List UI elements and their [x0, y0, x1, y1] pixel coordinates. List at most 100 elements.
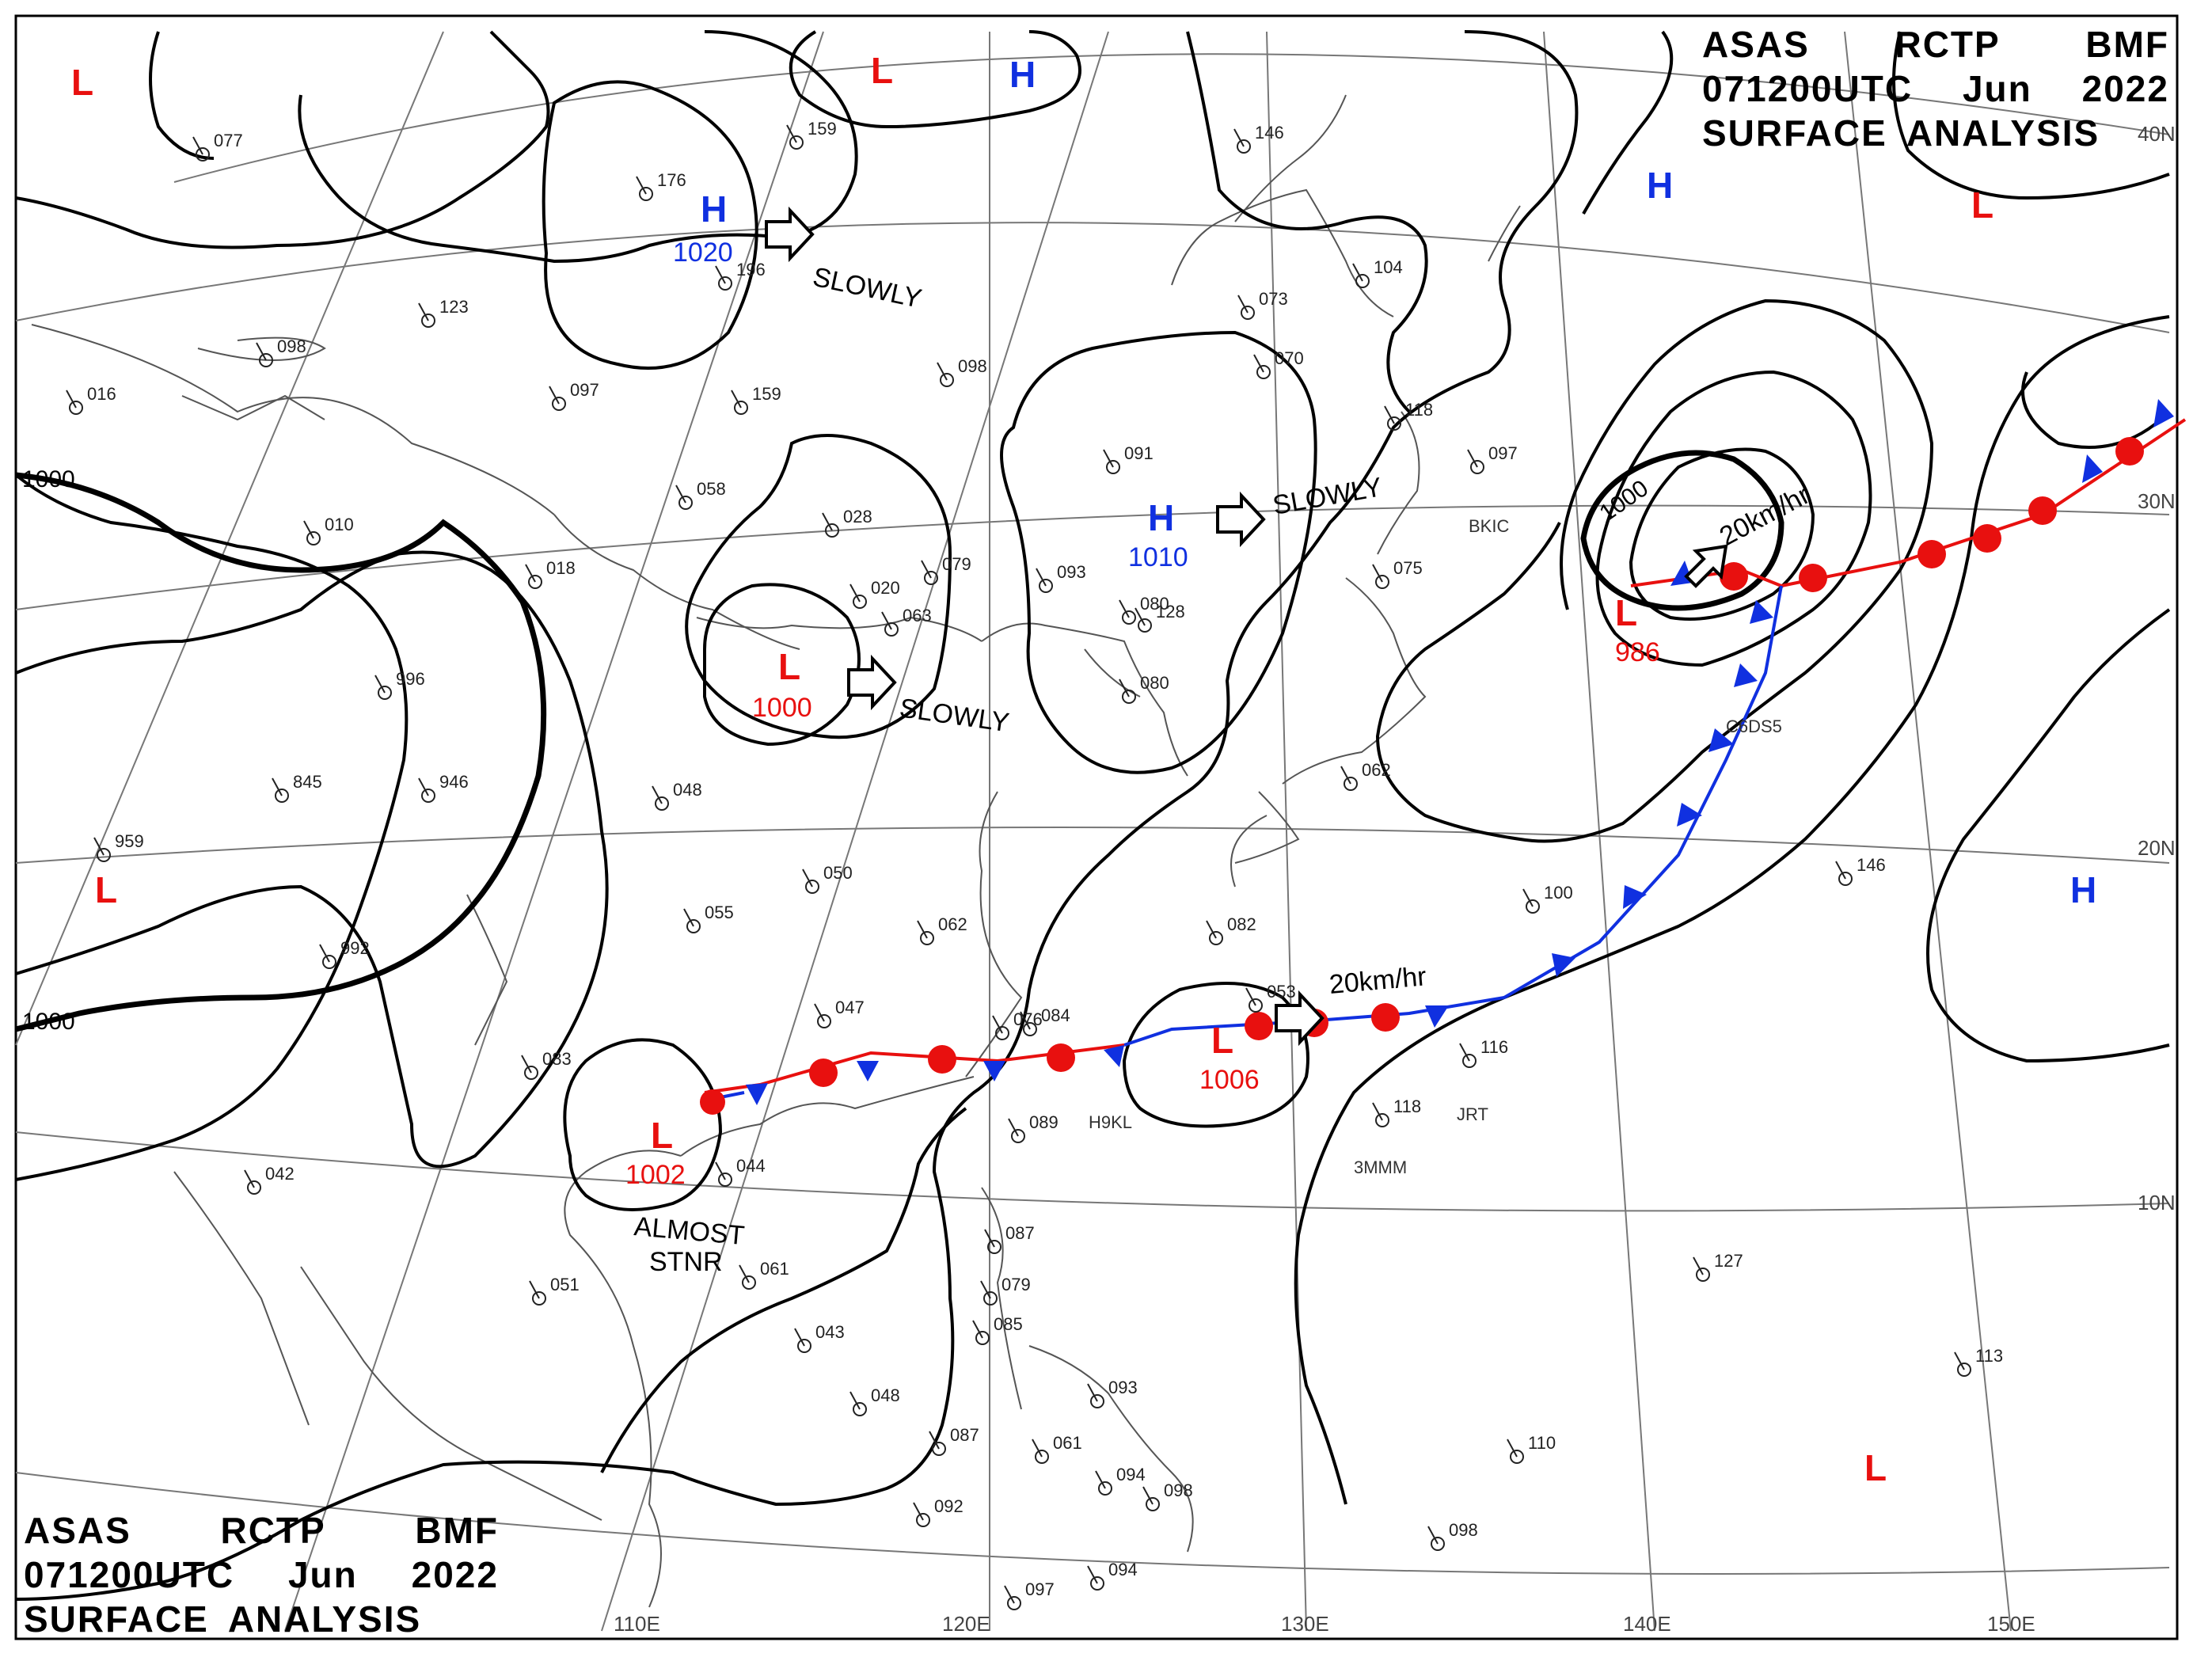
station-plot: 196 — [715, 260, 766, 291]
wind-barb-icon — [921, 560, 932, 579]
station-circle-icon — [1256, 365, 1271, 379]
station-pressure: 075 — [1393, 558, 1423, 578]
station-circle-icon — [639, 187, 653, 201]
header-line-2: 071200UTC Jun 2022 — [24, 1553, 499, 1597]
isobar-label: 1000 — [22, 466, 75, 492]
station-pressure: 083 — [542, 1049, 572, 1069]
movement-arrows — [765, 206, 1728, 1047]
station-name: C6DS5 — [1726, 716, 1782, 736]
station-plot: 018 — [525, 558, 576, 589]
wind-barb-icon — [1032, 1439, 1043, 1458]
station-circle-icon — [1090, 1394, 1104, 1408]
station-pressure: 118 — [1405, 400, 1433, 420]
station-circle-icon — [97, 848, 111, 862]
station-pressure: 061 — [760, 1259, 789, 1279]
wind-barb-icon — [374, 675, 386, 694]
station-pressure: 061 — [1053, 1433, 1082, 1453]
wind-barb-icon — [1693, 1256, 1704, 1275]
station-circle-icon — [718, 1173, 732, 1187]
station-circle-icon — [322, 955, 336, 969]
graticule — [15, 31, 2170, 1632]
wind-barb-icon — [786, 124, 797, 143]
wind-barb-icon — [1020, 1011, 1031, 1030]
station-pressure: 992 — [340, 938, 370, 958]
station-circle-icon — [524, 1066, 538, 1080]
station-circle-icon — [247, 1180, 261, 1195]
station-circle-icon — [1957, 1363, 1971, 1377]
wind-barb-icon — [814, 1003, 825, 1022]
wind-barb-icon — [929, 1431, 940, 1450]
chart-header-bottom: ASAS RCTP BMF 071200UTC Jun 2022 SURFACE… — [24, 1508, 499, 1641]
station-pressure: 104 — [1374, 257, 1403, 277]
wind-barb-icon — [636, 176, 647, 195]
wind-barb-icon — [1352, 263, 1363, 282]
station-plot: 097 — [1467, 443, 1518, 474]
station-plot: 127 — [1693, 1251, 1743, 1282]
isobar-label: 1000 — [22, 1009, 75, 1035]
station-circle-icon — [1011, 1129, 1025, 1143]
station-circle-icon — [378, 686, 392, 700]
wind-barb-icon — [256, 342, 267, 361]
station-circle-icon — [1122, 690, 1136, 704]
wind-barb-icon — [1835, 861, 1846, 880]
map-border — [14, 14, 2179, 1640]
station-plot: 063 — [881, 606, 932, 637]
header-year: 2022 — [2081, 68, 2169, 109]
station-plot: 118 — [1384, 400, 1433, 431]
station-plot: 062 — [917, 914, 967, 945]
station-plot: 042 — [244, 1164, 295, 1195]
station-name: BKIC — [1469, 516, 1509, 536]
wind-barb-icon — [1372, 564, 1383, 583]
station-circle-icon — [932, 1442, 946, 1456]
header-code: BMF — [415, 1510, 499, 1551]
high-center-value: 1010 — [1128, 542, 1188, 572]
lon-label: 150E — [1987, 1612, 2035, 1636]
wind-barb-icon — [303, 520, 314, 539]
station-circle-icon — [940, 373, 954, 387]
station-pressure: 073 — [1259, 289, 1288, 309]
wind-barb-icon — [881, 611, 892, 630]
header-type-2: ANALYSIS — [227, 1598, 422, 1640]
lon-label: 130E — [1281, 1612, 1329, 1636]
station-pressure: 113 — [1975, 1346, 2003, 1366]
station-pressure: 077 — [214, 131, 243, 150]
station-circle-icon — [1431, 1537, 1445, 1551]
isobars-1000 — [15, 450, 1784, 1032]
header-line-1: ASAS RCTP BMF — [1702, 22, 2169, 67]
station-pressure: 959 — [115, 831, 144, 851]
station-circle-icon — [1039, 579, 1053, 593]
station-pressure: 098 — [1164, 1480, 1193, 1500]
station-plot: 061 — [739, 1259, 789, 1290]
station-circle-icon — [421, 789, 435, 803]
header-month: Jun — [1962, 68, 2032, 109]
wind-barb-icon — [1384, 405, 1395, 424]
station-pressure: 062 — [938, 914, 967, 934]
station-circle-icon — [1035, 1450, 1049, 1464]
station-pressure: 092 — [934, 1496, 963, 1516]
station-names: BKIC C6DS5 H9KL JRT 3MMM — [1089, 516, 1782, 1177]
low-center-letter: L — [1971, 184, 1993, 226]
station-circle-icon — [853, 595, 867, 609]
station-circle-icon — [805, 880, 819, 894]
station-circle-icon — [987, 1240, 1001, 1254]
station-plot: 118 — [1372, 1097, 1421, 1127]
wind-barb-icon — [794, 1328, 805, 1347]
wind-barb-icon — [1372, 1102, 1383, 1121]
station-pressure: 110 — [1528, 1433, 1556, 1453]
station-pressure: 020 — [871, 578, 900, 598]
station-circle-icon — [995, 1026, 1009, 1040]
wind-barb-icon — [802, 869, 813, 888]
station-pressure: 085 — [994, 1314, 1023, 1334]
station-plot: 100 — [1522, 883, 1573, 914]
wind-barb-icon — [418, 777, 429, 796]
station-plot: 080 — [1119, 594, 1169, 625]
wind-barb-icon — [1245, 987, 1256, 1006]
station-circle-icon — [983, 1291, 998, 1306]
station-plot: 082 — [1206, 914, 1256, 945]
wind-barb-icon — [1233, 128, 1245, 147]
station-pressure: 063 — [903, 606, 932, 625]
station-plot: 087 — [929, 1425, 979, 1456]
station-pressure: 116 — [1480, 1037, 1508, 1057]
station-circle-icon — [797, 1339, 811, 1353]
station-plot: 091 — [1103, 443, 1154, 474]
